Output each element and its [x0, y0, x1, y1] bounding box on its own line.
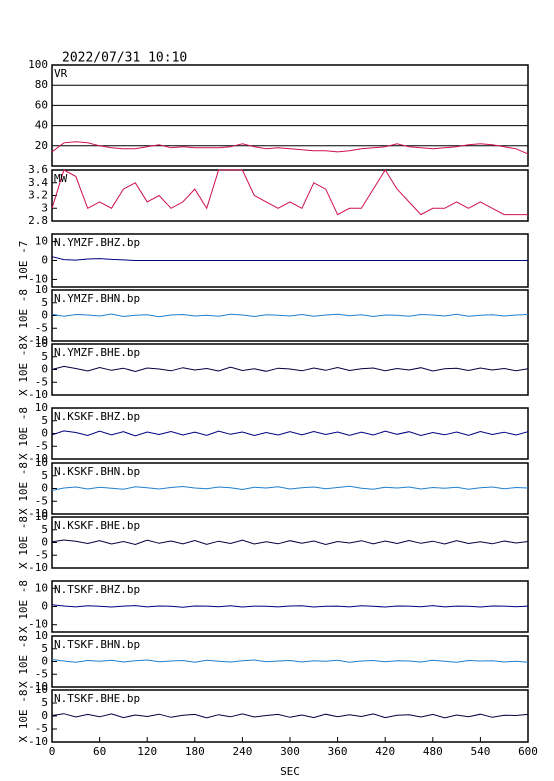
- y-axis-label: X 10E -8: [17, 289, 30, 342]
- x-tick-label: 0: [49, 745, 56, 758]
- y-tick-label: 0: [41, 427, 48, 440]
- y-axis-label: X 10E -8: [17, 516, 30, 569]
- panel-label: N.KSKF.BHN.bp: [54, 465, 140, 478]
- y-tick-label: 5: [41, 523, 48, 536]
- data-line: [51, 313, 529, 318]
- y-tick-label: -5: [35, 321, 48, 334]
- chart-title: 2022/07/31 10:10: [62, 51, 187, 66]
- y-tick-label: -5: [35, 548, 48, 561]
- y-tick-label: 0: [41, 600, 48, 613]
- y-tick-label: 5: [41, 696, 48, 709]
- panel-label: N.KSKF.BHZ.bp: [54, 410, 140, 423]
- panel-label: VR: [54, 67, 68, 80]
- y-tick-label: -10: [28, 334, 48, 347]
- panel-label: N.YMZF.BHE.bp: [54, 346, 140, 359]
- y-tick-label: 10: [35, 581, 48, 594]
- y-tick-label: 10: [35, 683, 48, 696]
- y-axis-label: X 10E -8: [17, 635, 30, 688]
- y-tick-label: -10: [28, 388, 48, 401]
- x-tick-label: 60: [93, 745, 106, 758]
- y-tick-label: 0: [41, 482, 48, 495]
- y-tick-label: -10: [28, 561, 48, 574]
- y-tick-label: 20: [35, 139, 48, 152]
- y-tick-label: 3.6: [28, 163, 48, 176]
- x-tick-label: 600: [518, 745, 538, 758]
- y-tick-label: -5: [35, 439, 48, 452]
- panel-label: N.TSKF.BHN.bp: [54, 638, 140, 651]
- y-tick-label: -5: [35, 375, 48, 388]
- y-tick-label: -5: [35, 722, 48, 735]
- data-line: [51, 604, 529, 608]
- y-tick-label: 2.8: [28, 214, 48, 227]
- panel-label: MW: [54, 172, 68, 185]
- y-tick-label: 10: [35, 629, 48, 642]
- data-line: [51, 141, 529, 155]
- y-tick-label: 5: [41, 642, 48, 655]
- y-tick-label: 0: [41, 655, 48, 668]
- panel-frame: [51, 169, 529, 222]
- x-axis-label: SEC: [280, 765, 300, 778]
- y-tick-label: 5: [41, 414, 48, 427]
- y-tick-label: 10: [35, 401, 48, 414]
- y-tick-label: 5: [41, 469, 48, 482]
- y-axis-label: X 10E -8: [17, 343, 30, 396]
- panel-frame: [51, 64, 529, 167]
- y-tick-label: 40: [35, 119, 48, 132]
- y-tick-label: 0: [41, 363, 48, 376]
- y-tick-label: -10: [28, 735, 48, 748]
- y-tick-label: 10: [35, 510, 48, 523]
- data-line: [51, 256, 528, 261]
- data-line: [51, 365, 529, 373]
- y-tick-label: 3.4: [28, 176, 48, 189]
- data-line: [51, 659, 529, 663]
- y-tick-label: 10: [35, 283, 48, 296]
- panel-label: N.YMZF.BHN.bp: [54, 292, 140, 305]
- x-tick-label: 480: [423, 745, 443, 758]
- y-tick-label: 0: [41, 536, 48, 549]
- x-tick-label: 540: [470, 745, 490, 758]
- y-tick-label: -10: [28, 452, 48, 465]
- y-tick-label: 10: [35, 456, 48, 469]
- y-tick-label: -10: [28, 272, 48, 285]
- y-tick-label: 3: [41, 201, 48, 214]
- y-tick-label: -10: [28, 507, 48, 520]
- y-tick-label: 0: [41, 709, 48, 722]
- y-tick-label: 60: [35, 98, 48, 111]
- data-line: [51, 713, 529, 719]
- y-axis-label: 10E -7: [17, 241, 30, 281]
- y-tick-label: -10: [28, 618, 48, 631]
- panel-label: N.TSKF.BHE.bp: [54, 692, 140, 705]
- panel-label: N.YMZF.BHZ.bp: [54, 236, 140, 249]
- y-tick-label: -10: [28, 680, 48, 693]
- y-tick-label: 5: [41, 350, 48, 363]
- data-line: [51, 539, 529, 546]
- x-tick-label: 120: [137, 745, 157, 758]
- y-tick-label: 10: [35, 235, 48, 248]
- y-tick-label: 3.2: [28, 189, 48, 202]
- y-tick-label: 0: [41, 309, 48, 322]
- y-axis-label: X 10E -8: [17, 580, 30, 633]
- y-tick-label: 0: [41, 254, 48, 267]
- data-line: [51, 430, 529, 437]
- y-tick-label: 100: [28, 58, 48, 71]
- y-tick-label: 10: [35, 337, 48, 350]
- x-tick-label: 420: [375, 745, 395, 758]
- x-tick-label: 180: [185, 745, 205, 758]
- y-axis-label: X 10E -8: [17, 407, 30, 460]
- panel-label: N.TSKF.BHZ.bp: [54, 583, 140, 596]
- x-tick-label: 240: [232, 745, 252, 758]
- panel-label: N.KSKF.BHE.bp: [54, 519, 140, 532]
- data-line: [51, 169, 528, 216]
- data-line: [51, 485, 529, 491]
- x-tick-label: 360: [328, 745, 348, 758]
- y-tick-label: 5: [41, 296, 48, 309]
- x-tick-label: 300: [280, 745, 300, 758]
- y-axis-label: X 10E -8: [17, 462, 30, 515]
- y-axis-label: X 10E -8: [17, 690, 30, 743]
- y-tick-label: -5: [35, 494, 48, 507]
- y-tick-label: -5: [35, 667, 48, 680]
- y-tick-label: 80: [35, 78, 48, 91]
